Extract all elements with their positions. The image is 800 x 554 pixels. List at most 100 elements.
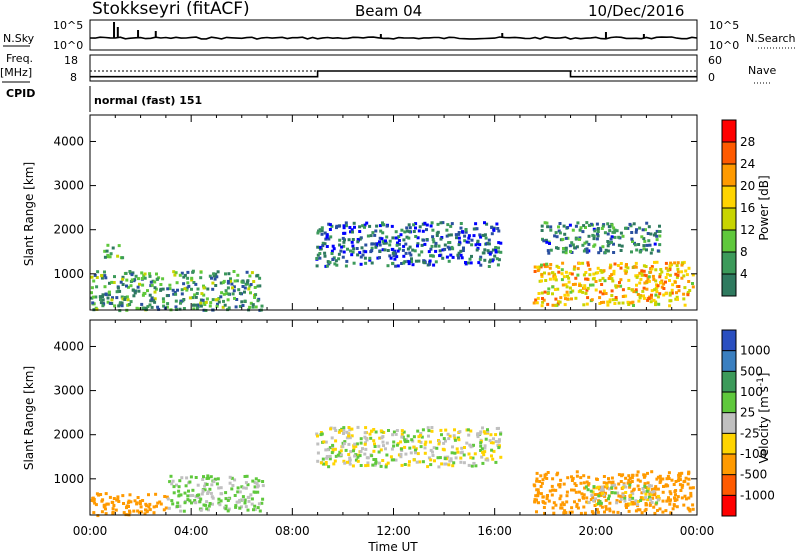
- data-cell: [584, 226, 587, 229]
- data-cell: [233, 478, 237, 482]
- data-cell: [543, 290, 547, 294]
- data-cell: [219, 281, 223, 285]
- data-cell: [234, 505, 238, 509]
- data-cell: [162, 300, 166, 304]
- data-cell: [549, 225, 553, 229]
- data-cell: [490, 226, 494, 229]
- data-cell: [429, 247, 433, 251]
- data-cell: [357, 238, 360, 242]
- data-cell: [496, 443, 500, 447]
- data-cell: [315, 432, 319, 436]
- data-cell: [121, 275, 125, 279]
- data-cell: [203, 488, 207, 492]
- data-cell: [645, 489, 649, 493]
- cpid-label: CPID: [6, 87, 35, 100]
- data-cell: [650, 267, 654, 271]
- data-cell: [136, 285, 140, 289]
- data-cell: [647, 239, 651, 243]
- data-cell: [205, 507, 209, 511]
- data-cell: [610, 277, 614, 281]
- data-cell: [443, 457, 447, 461]
- data-cell: [643, 239, 647, 243]
- data-cell: [363, 223, 367, 227]
- data-cell: [556, 287, 560, 291]
- data-cell: [143, 306, 147, 310]
- data-cell: [439, 221, 443, 225]
- data-cell: [320, 229, 324, 233]
- colorbar-swatch: [722, 412, 736, 434]
- data-cell: [229, 279, 233, 283]
- data-cell: [141, 293, 145, 297]
- data-cell: [630, 476, 634, 480]
- data-cell: [448, 247, 451, 251]
- data-cell: [678, 483, 682, 487]
- data-cell: [351, 230, 354, 234]
- data-cell: [224, 497, 228, 501]
- data-cell: [206, 490, 210, 494]
- data-cell: [653, 260, 656, 264]
- data-cell: [362, 249, 366, 253]
- data-cell: [337, 430, 341, 434]
- data-cell: [337, 224, 341, 228]
- data-cell: [153, 280, 157, 284]
- data-cell: [669, 261, 673, 265]
- data-cell: [129, 284, 133, 288]
- colorbar-swatch: [722, 392, 736, 414]
- data-cell: [232, 285, 236, 289]
- data-cell: [428, 440, 432, 444]
- data-cell: [636, 470, 640, 474]
- data-cell: [460, 446, 464, 450]
- data-cell: [403, 230, 407, 234]
- data-cell: [585, 496, 589, 500]
- nave-tick-bottom: 0: [708, 71, 715, 84]
- data-cell: [350, 427, 354, 431]
- data-cell: [566, 226, 570, 229]
- data-cell: [469, 429, 473, 433]
- data-cell: [558, 483, 562, 486]
- data-cell: [420, 250, 424, 254]
- data-cell: [578, 284, 582, 287]
- data-cell: [442, 437, 446, 441]
- data-cell: [325, 455, 329, 458]
- data-cell: [254, 305, 258, 309]
- data-cell: [238, 498, 242, 502]
- data-cell: [541, 297, 544, 300]
- freq-tick-top: 18: [64, 54, 78, 67]
- data-cell: [408, 245, 412, 249]
- data-cell: [347, 453, 351, 456]
- data-cell: [111, 507, 115, 511]
- data-cell: [676, 479, 680, 483]
- data-cell: [585, 288, 589, 292]
- data-cell: [232, 270, 236, 273]
- data-cell: [355, 442, 359, 446]
- data-cell: [557, 270, 561, 274]
- data-cell: [349, 230, 352, 234]
- data-cell: [216, 270, 220, 274]
- data-cell: [542, 506, 546, 509]
- data-cell: [567, 276, 571, 280]
- data-cell: [623, 495, 627, 498]
- data-cell: [668, 279, 671, 282]
- data-cell: [596, 230, 600, 234]
- data-cell: [399, 233, 403, 237]
- data-cell: [592, 234, 596, 238]
- data-cell: [581, 230, 585, 234]
- data-cell: [601, 292, 605, 296]
- data-cell: [253, 296, 257, 299]
- data-cell: [568, 271, 572, 275]
- data-cell: [535, 471, 539, 475]
- nave-step-line: [90, 70, 697, 78]
- data-cell: [546, 249, 550, 253]
- data-cell: [385, 224, 389, 228]
- data-cell: [656, 295, 660, 299]
- data-cell: [646, 232, 650, 235]
- data-cell: [185, 286, 189, 290]
- date-title: 10/Dec/2016: [588, 2, 684, 20]
- data-cell: [421, 229, 425, 233]
- data-cell: [195, 292, 199, 295]
- data-cell: [219, 499, 223, 503]
- data-cell: [475, 248, 479, 252]
- data-cell: [675, 275, 679, 279]
- data-cell: [582, 303, 586, 307]
- data-cell: [245, 270, 249, 274]
